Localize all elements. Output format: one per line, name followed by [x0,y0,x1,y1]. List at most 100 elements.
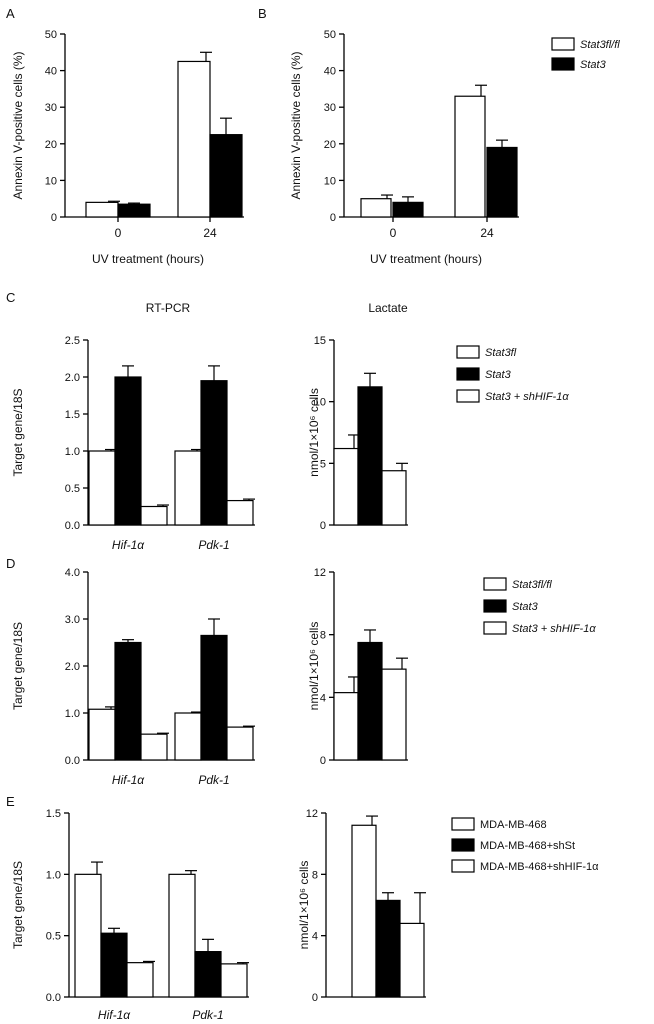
y-axis-title: Target gene/18S [11,861,25,949]
y-tick-label: 40 [324,66,336,78]
col-title-lactate: Lactate [368,301,408,315]
bar [357,641,383,761]
legend-label: Stat3 [485,369,512,381]
y-tick-label: 8 [320,630,326,642]
y-tick-label: 0 [320,755,326,767]
legend-ab: Stat3fl/fl Stat3 [551,37,620,71]
x-axis-title: UV treatment (hours) [370,252,482,266]
y-tick-label: 40 [45,66,57,78]
legend-swatch [483,599,507,613]
bar [88,708,116,761]
panel-letter-d: D [6,556,15,571]
legend-swatch [551,37,575,51]
category-label: 0 [390,226,397,240]
bar [140,505,168,526]
category-label: 24 [203,226,217,240]
legend-label: Stat3fl/fl [512,579,552,591]
bar [177,60,211,218]
legend-e: MDA-MB-468 MDA-MB-468+shSt MDA-MB-468+shHI… [451,817,599,873]
y-tick-label: 1.5 [65,409,80,421]
legend-label: Stat3 + shHIF-1α [512,623,596,635]
bar [381,470,407,526]
y-tick-label: 2.5 [65,335,80,347]
panel-letter-e: E [6,794,15,809]
y-tick-label: 0 [320,520,326,532]
y-tick-label: 30 [324,102,336,114]
y-tick-label: 0.0 [65,520,80,532]
y-tick-label: 2.0 [65,372,80,384]
bar [174,712,202,761]
bar [375,899,401,998]
y-tick-label: 2.0 [65,661,80,673]
y-tick-label: 1.5 [46,808,61,820]
y-axis-title: nmol/1×10⁶ cells [307,622,321,711]
y-tick-label: 0.0 [65,755,80,767]
bar [226,499,254,526]
y-axis-title: Target gene/18S [11,622,25,710]
chart-d-right: 0 4 8 12 nmol/1×10⁶ cells [307,567,408,767]
bar [486,146,518,218]
legend-swatch [483,621,507,635]
legend-swatch [456,367,480,381]
panel-letter-a: A [6,6,15,21]
category-label: Pdk-1 [192,1008,223,1022]
y-tick-label: 50 [45,29,57,41]
y-tick-label: 0.5 [46,931,61,943]
bar [194,951,222,998]
bar [117,203,151,218]
y-tick-label: 20 [324,139,336,151]
y-tick-label: 12 [306,808,318,820]
bar [333,692,359,761]
y-tick-label: 20 [45,139,57,151]
bar [88,450,116,526]
legend-swatch [451,838,475,852]
legend-label: Stat3 + shHIF-1α [485,391,569,403]
panel-letter-c: C [6,290,15,305]
legend-label: Stat3 [580,59,607,71]
panel-letter-b: B [258,6,267,21]
legend-swatch [456,345,480,359]
category-label: Hif-1α [112,773,145,787]
y-tick-label: 1.0 [65,446,80,458]
chart-b: 0 10 20 30 40 50 Annexin V-positive cells (%) 0… [289,29,519,266]
legends-layer: Stat3fl/fl Stat3 Stat3fl Stat3 Stat3 + shHIF… [451,37,620,873]
legend-swatch [456,389,480,403]
bar [100,932,128,998]
legend-label: Stat3fl/fl [580,39,620,51]
category-label: 0 [115,226,122,240]
y-axis-title: nmol/1×10⁶ cells [307,388,321,477]
chart-c-left: 0.0 0.5 1.0 1.5 2.0 2.5 Target gene/18S Hif-1α P… [11,335,255,552]
chart-e-left: 0.0 0.5 1.0 1.5 Target gene/18S Hif-1α Pdk-1 [11,808,249,1022]
chart-d-left: 0.0 1.0 2.0 3.0 4.0 Target gene/18S Hif-1α Pdk-… [11,567,255,787]
y-tick-label: 0.5 [65,483,80,495]
bar [351,824,377,998]
y-tick-label: 50 [324,29,336,41]
bar [392,201,424,218]
y-tick-label: 4 [320,692,326,704]
legend-swatch [483,577,507,591]
y-tick-label: 0 [51,212,57,224]
col-title-rtpcr: RT-PCR [146,301,191,315]
legend-swatch [551,57,575,71]
y-tick-label: 15 [314,335,326,347]
chart-e-right: 0 4 8 12 nmol/1×10⁶ cells [297,808,426,1004]
x-axis-title: UV treatment (hours) [92,252,204,266]
bar [333,447,359,526]
bar [399,922,425,998]
y-tick-label: 4.0 [65,567,80,579]
bar [168,873,196,998]
bar [381,668,407,761]
legend-label: MDA-MB-468 [480,819,547,831]
category-label: Pdk-1 [198,538,229,552]
y-tick-label: 4 [312,931,318,943]
bar [357,386,383,526]
y-tick-label: 10 [45,175,57,187]
y-tick-label: 3.0 [65,614,80,626]
bar [74,873,102,998]
bar [200,380,228,526]
legend-c: Stat3fl Stat3 Stat3 + shHIF-1α [456,345,569,403]
y-tick-label: 12 [314,567,326,579]
bar [114,376,142,526]
